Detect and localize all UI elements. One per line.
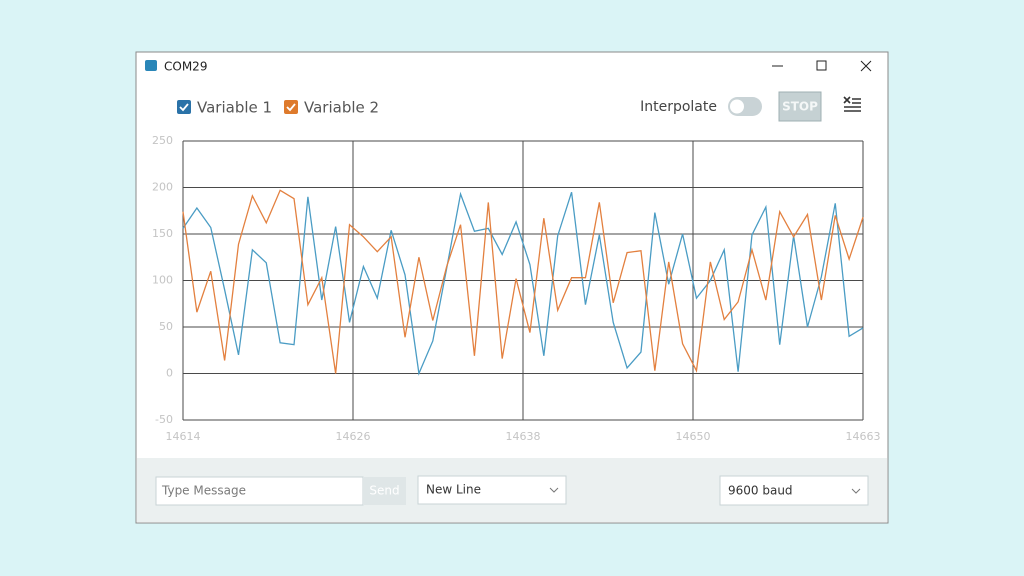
plot: -50 0 50 100 150 200 250 14614 14626 14638 14650 14… — [152, 134, 881, 443]
line-ending-select[interactable] — [417, 475, 567, 505]
close-button[interactable] — [860, 60, 872, 72]
y-tick-label: 100 — [152, 274, 173, 287]
y-tick-label: -50 — [155, 413, 173, 426]
legend: Variable 1 Variable 2 — [177, 99, 379, 117]
legend-label: Variable 2 — [304, 99, 379, 117]
legend-label: Variable 1 — [197, 99, 272, 117]
stop-label: STOP — [782, 100, 818, 114]
send-button[interactable] — [363, 477, 406, 505]
x-tick-label: 14638 — [506, 430, 541, 443]
y-tick-label: 250 — [152, 134, 173, 147]
baud-select[interactable] — [719, 475, 869, 506]
y-tick-label: 0 — [166, 367, 173, 380]
legend-checkbox[interactable] — [284, 100, 298, 114]
send-label: Send — [369, 484, 399, 498]
dropdown-arrow — [549, 487, 559, 493]
interpolate-label: Interpolate — [640, 99, 717, 115]
app-icon — [145, 60, 157, 71]
x-tick-label: 14663 — [846, 430, 881, 443]
line-ending-label: New Line — [426, 483, 481, 497]
stop-button[interactable] — [778, 91, 822, 122]
maximize-button[interactable] — [816, 60, 827, 71]
x-tick-label: 14614 — [166, 430, 201, 443]
series-line — [182, 189, 864, 374]
checkmark — [286, 103, 296, 112]
x-tick-label: 14626 — [336, 430, 371, 443]
legend-checkbox[interactable] — [177, 100, 191, 114]
y-tick-label: 50 — [159, 320, 173, 333]
message-placeholder: Type Message — [161, 484, 246, 498]
baud-label: 9600 baud — [728, 484, 793, 498]
y-tick-label: 200 — [152, 181, 173, 194]
y-tick-label: 150 — [152, 227, 173, 240]
menu-icon[interactable] — [843, 96, 861, 112]
checkmark — [179, 103, 189, 112]
window — [135, 51, 889, 524]
dropdown-arrow — [851, 488, 861, 494]
x-tick-label: 14650 — [676, 430, 711, 443]
toggle-knob — [730, 99, 744, 114]
window-title: COM29 — [164, 60, 207, 74]
